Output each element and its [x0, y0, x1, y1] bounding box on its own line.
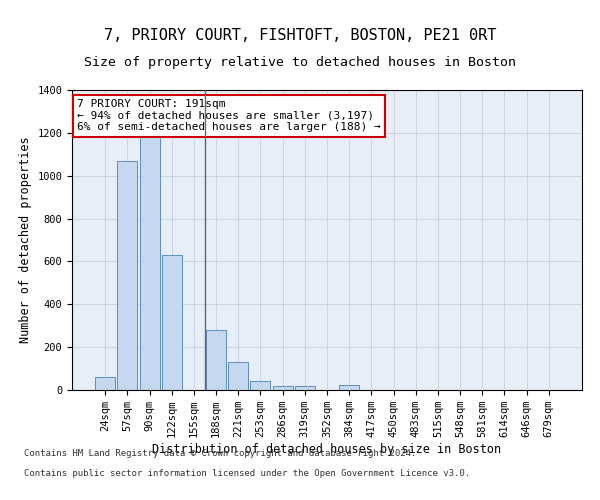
Bar — [272, 386, 293, 390]
Text: 7 PRIORY COURT: 191sqm
← 94% of detached houses are smaller (3,197)
6% of semi-d: 7 PRIORY COURT: 191sqm ← 94% of detached… — [77, 99, 381, 132]
Text: Contains public sector information licensed under the Open Government Licence v3: Contains public sector information licen… — [24, 468, 470, 477]
Bar — [295, 386, 315, 390]
Bar — [162, 255, 182, 390]
Text: 7, PRIORY COURT, FISHTOFT, BOSTON, PE21 0RT: 7, PRIORY COURT, FISHTOFT, BOSTON, PE21 … — [104, 28, 496, 42]
Bar — [140, 133, 160, 390]
Bar — [339, 386, 359, 390]
Bar — [206, 330, 226, 390]
Bar — [250, 381, 271, 390]
Text: Size of property relative to detached houses in Boston: Size of property relative to detached ho… — [84, 56, 516, 69]
Text: Contains HM Land Registry data © Crown copyright and database right 2024.: Contains HM Land Registry data © Crown c… — [24, 448, 416, 458]
X-axis label: Distribution of detached houses by size in Boston: Distribution of detached houses by size … — [152, 443, 502, 456]
Bar — [95, 376, 115, 390]
Y-axis label: Number of detached properties: Number of detached properties — [19, 136, 32, 344]
Bar — [118, 160, 137, 390]
Bar — [228, 362, 248, 390]
